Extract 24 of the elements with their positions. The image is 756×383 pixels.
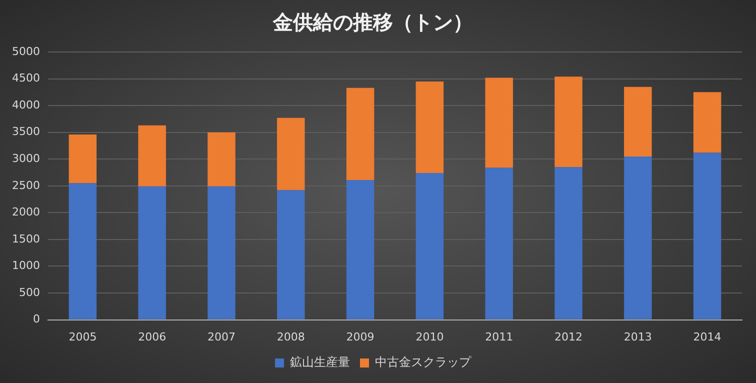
y-tick-label: 3500 xyxy=(12,125,40,138)
x-tick-label: 2005 xyxy=(68,330,97,344)
x-tick-label: 2007 xyxy=(207,330,236,344)
x-tick-label: 2010 xyxy=(416,330,444,344)
legend-label: 中古金スクラップ xyxy=(375,355,472,370)
x-tick-label: 2014 xyxy=(693,330,722,344)
y-tick-label: 500 xyxy=(18,286,40,299)
y-tick-label: 4500 xyxy=(12,72,40,85)
legend-label: 鉱山生産量 xyxy=(290,355,350,370)
chart-title: 金供給の推移（トン） xyxy=(272,10,473,34)
x-tick-label: 2012 xyxy=(554,330,582,344)
y-tick-label: 0 xyxy=(32,312,40,326)
y-tick-label: 3000 xyxy=(12,152,40,165)
y-tick-label: 1500 xyxy=(12,232,40,246)
y-tick-label: 4000 xyxy=(12,98,40,112)
x-tick-label: 2013 xyxy=(624,330,652,344)
x-tick-label: 2009 xyxy=(346,330,374,344)
y-tick-label: 2500 xyxy=(12,178,40,192)
x-tick-label: 2008 xyxy=(276,330,305,344)
x-tick-label: 2011 xyxy=(485,330,514,344)
y-tick-label: 2000 xyxy=(12,206,40,219)
x-tick-label: 2006 xyxy=(138,330,166,344)
y-tick-label: 5000 xyxy=(12,44,40,58)
y-tick-label: 1000 xyxy=(12,259,40,272)
